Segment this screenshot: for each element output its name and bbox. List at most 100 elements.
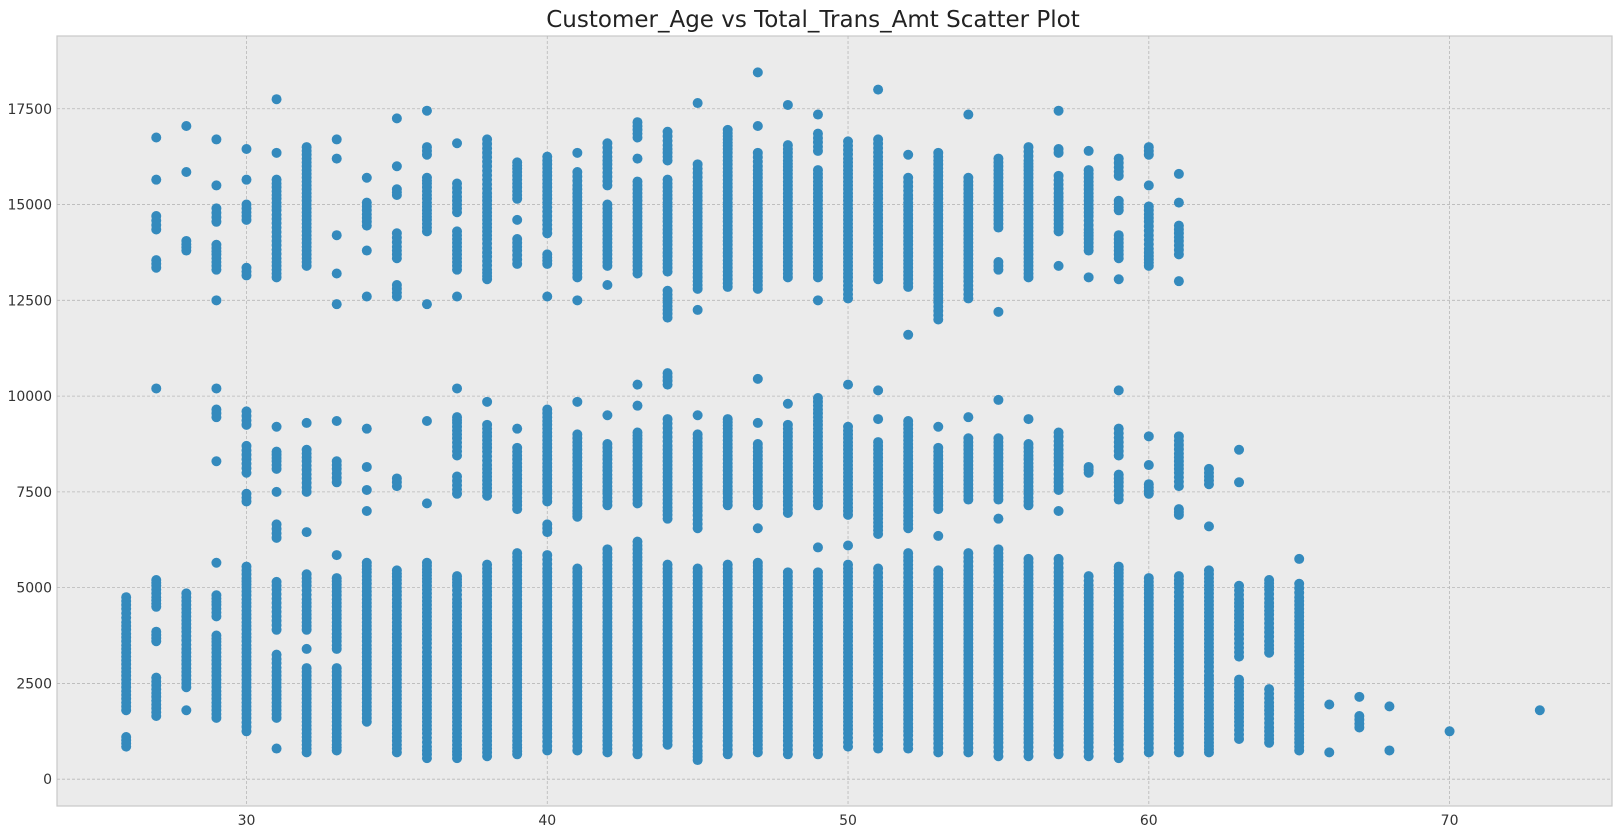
data-point	[843, 640, 854, 651]
data-point	[752, 523, 763, 534]
data-point	[1264, 688, 1275, 699]
data-point	[692, 463, 703, 474]
data-point	[1143, 722, 1154, 733]
data-point	[692, 304, 703, 315]
data-point	[1023, 245, 1034, 256]
data-point	[512, 742, 523, 753]
data-point	[1173, 676, 1184, 687]
data-point	[1083, 575, 1094, 586]
data-point	[692, 643, 703, 654]
data-point	[662, 193, 673, 204]
data-point	[301, 712, 312, 723]
data-point	[1113, 728, 1124, 739]
data-point	[361, 628, 372, 639]
data-point	[482, 574, 493, 585]
data-point	[692, 241, 703, 252]
data-point	[722, 678, 733, 689]
data-point	[1203, 630, 1214, 641]
data-point	[752, 226, 763, 237]
data-point	[963, 467, 974, 478]
data-point	[1294, 687, 1305, 698]
data-point	[271, 227, 282, 238]
data-point	[482, 238, 493, 249]
data-point	[903, 450, 914, 461]
data-point	[241, 640, 252, 651]
data-point	[482, 712, 493, 723]
data-point	[933, 301, 944, 312]
data-point	[1053, 191, 1064, 202]
data-point	[722, 647, 733, 658]
data-point	[1023, 214, 1034, 225]
data-point	[903, 149, 914, 160]
data-point	[993, 157, 1004, 168]
data-point	[873, 734, 884, 745]
data-point	[1143, 254, 1154, 265]
data-point	[271, 460, 282, 471]
data-point	[361, 705, 372, 716]
data-point	[873, 262, 884, 273]
data-point	[1173, 276, 1184, 287]
data-point	[241, 492, 252, 503]
data-point	[873, 456, 884, 467]
data-point	[1173, 574, 1184, 585]
data-point	[782, 230, 793, 241]
data-point	[421, 732, 432, 743]
data-point	[542, 408, 553, 419]
data-point	[812, 412, 823, 423]
data-point	[391, 728, 402, 739]
data-point	[752, 373, 763, 384]
data-point	[632, 430, 643, 441]
data-point	[752, 663, 763, 674]
data-point	[1143, 738, 1154, 749]
data-point	[391, 477, 402, 488]
data-point	[1083, 145, 1094, 156]
data-point	[602, 280, 613, 291]
data-point	[512, 728, 523, 739]
data-point	[331, 601, 342, 612]
data-point	[271, 449, 282, 460]
data-point	[151, 629, 162, 640]
data-point	[301, 643, 312, 654]
data-point	[722, 270, 733, 281]
data-point	[1264, 613, 1275, 624]
data-point	[1324, 699, 1335, 710]
data-point	[1294, 553, 1305, 564]
data-point	[812, 724, 823, 735]
data-point	[993, 437, 1004, 448]
data-point	[812, 184, 823, 195]
data-point	[482, 479, 493, 490]
data-point	[933, 615, 944, 626]
data-point	[1143, 482, 1154, 493]
data-point	[572, 613, 583, 624]
data-point	[843, 732, 854, 743]
data-point	[602, 458, 613, 469]
data-point	[331, 468, 342, 479]
data-point	[993, 195, 1004, 206]
data-point	[782, 144, 793, 155]
data-point	[301, 234, 312, 245]
data-point	[512, 651, 523, 662]
data-point	[572, 705, 583, 716]
data-point	[843, 140, 854, 151]
data-point	[993, 588, 1004, 599]
data-point	[361, 560, 372, 571]
data-point	[662, 728, 673, 739]
data-point	[512, 605, 523, 616]
data-point	[1294, 626, 1305, 637]
data-point	[782, 214, 793, 225]
data-point	[722, 488, 733, 499]
data-point	[241, 613, 252, 624]
data-point	[421, 716, 432, 727]
data-point	[512, 563, 523, 574]
data-point	[1264, 589, 1275, 600]
data-point	[1203, 521, 1214, 532]
data-point	[602, 613, 613, 624]
data-point	[452, 746, 463, 757]
data-point	[873, 567, 884, 578]
data-point	[301, 249, 312, 260]
data-point	[452, 597, 463, 608]
data-point	[482, 605, 493, 616]
data-point	[692, 659, 703, 670]
data-point	[993, 467, 1004, 478]
data-point	[963, 552, 974, 563]
